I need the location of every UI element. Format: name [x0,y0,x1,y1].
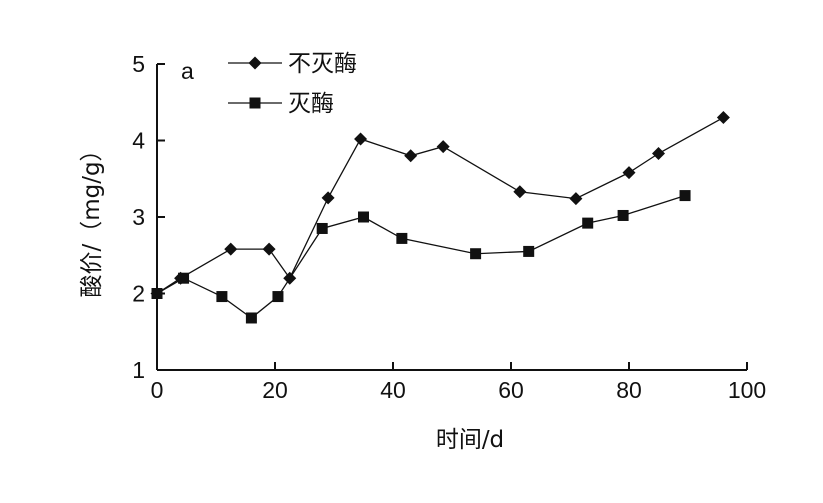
square-point [178,272,190,284]
x-tick-label: 40 [380,377,406,403]
square-point [245,312,257,324]
x-tick-label: 20 [262,377,288,403]
legend-item-1: 不灭酶 [228,51,357,77]
y-tick-label: 3 [132,204,145,230]
legend-label: 不灭酶 [288,51,357,77]
series-group [150,111,730,324]
panel-label: a [181,58,194,84]
series-line [156,194,686,319]
square-point [216,291,228,303]
series-1 [150,111,730,300]
x-tick-label: 100 [728,377,766,403]
diamond-point [716,111,730,125]
square-point [617,209,629,221]
axes: 1 2 3 4 5 0 20 40 60 80 100 [132,51,766,403]
y-tick-label: 2 [132,281,145,307]
square-point [396,232,408,244]
square-point [679,190,691,202]
series-2 [151,190,691,324]
diamond-point [513,185,527,199]
diamond-point [321,191,335,205]
legend-item-2: 灭酶 [228,91,334,117]
diamond-point [436,140,450,154]
square-point [151,288,163,299]
x-axis-title: 时间/d [436,427,504,453]
y-axis-title: 酸价/（mg/g） [79,138,105,297]
diamond-point [652,147,665,161]
diamond-point [569,192,583,206]
diamond-point [224,242,238,256]
square-point [582,217,594,229]
square-point [523,245,535,257]
x-tick-label: 60 [498,377,524,403]
diamond-point [262,242,276,256]
square-point [470,248,482,260]
diamond-point [354,132,368,146]
x-tick-label: 80 [616,377,642,403]
square-point [272,291,284,303]
y-tick-label: 5 [132,51,145,77]
y-tick-label: 4 [132,128,145,154]
square-point [358,211,369,223]
legend-marker [249,97,261,109]
y-tick-label: 1 [132,357,145,383]
diamond-point [622,166,636,180]
diamond-point [404,149,418,163]
legend-marker [248,56,262,70]
square-point [316,222,328,234]
x-tick-label: 0 [151,377,164,403]
legend-label: 灭酶 [288,91,334,117]
